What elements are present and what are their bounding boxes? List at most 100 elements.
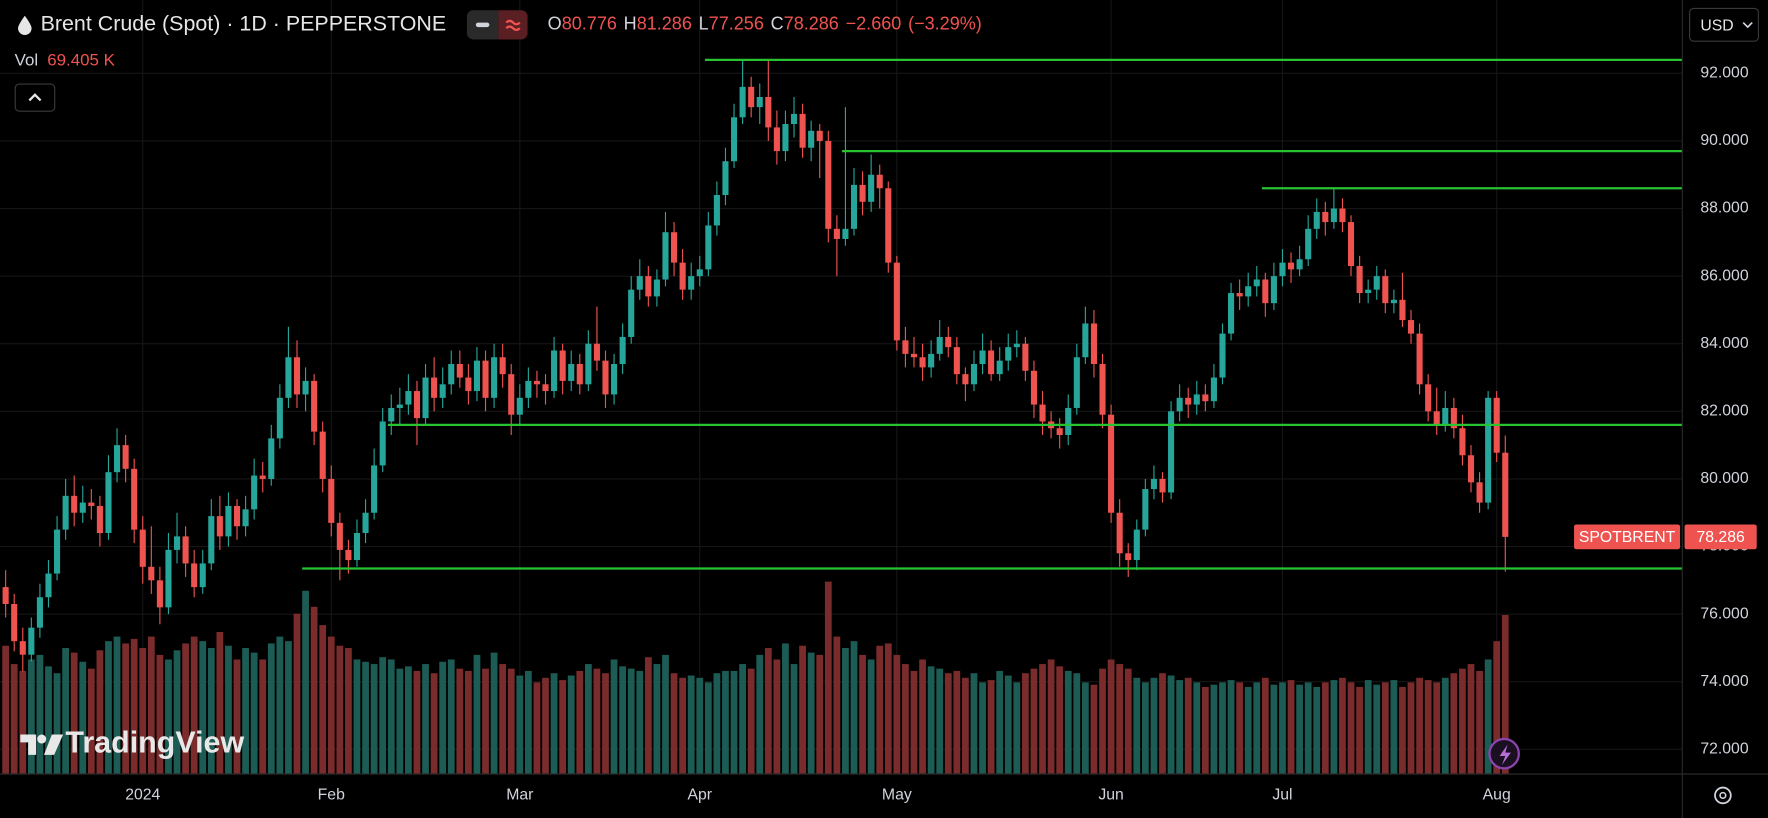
candle-body <box>1013 343 1020 348</box>
price-tag <box>1684 524 1757 550</box>
volume-bar <box>782 643 789 775</box>
candle-body <box>1476 482 1483 503</box>
volume-bar <box>10 664 18 775</box>
candle-body <box>611 364 618 395</box>
volume-bar <box>696 677 704 775</box>
volume-bar <box>533 682 541 775</box>
volume-bar <box>833 636 841 775</box>
settings-button[interactable] <box>1714 786 1732 805</box>
volume-bar <box>456 668 464 775</box>
candle-body <box>1245 286 1252 297</box>
volume-bar <box>405 666 412 775</box>
volume-bar <box>1004 675 1012 775</box>
candle-body <box>765 97 772 128</box>
candle-body <box>628 289 635 337</box>
candle-body <box>1228 293 1235 334</box>
candle-body <box>388 407 395 422</box>
hide-button[interactable] <box>466 10 499 40</box>
volume-bar <box>345 648 352 775</box>
volume-bar <box>1501 615 1509 775</box>
volume-bar <box>413 670 421 775</box>
candle-body <box>1099 364 1106 415</box>
logo: TradingView <box>18 725 244 760</box>
candle-body <box>1502 452 1509 537</box>
volume-bar <box>876 645 884 775</box>
candle-body <box>139 529 146 567</box>
volume-bar <box>1056 666 1064 775</box>
candle-body <box>1339 208 1346 223</box>
candle-body <box>362 512 369 534</box>
volume-bar <box>396 668 404 775</box>
symbol-icon <box>18 15 32 35</box>
volume-bar <box>576 670 584 775</box>
candle-body <box>379 421 386 466</box>
volume-bar <box>499 664 507 775</box>
volume-bar <box>79 661 87 775</box>
candle-body <box>713 195 720 226</box>
candle-body <box>551 350 558 392</box>
candle-body <box>1210 377 1217 402</box>
volume-bar <box>430 673 438 775</box>
volume-bar <box>1090 684 1098 775</box>
candle-body <box>593 343 600 361</box>
candle-body <box>1022 343 1029 371</box>
candle-body <box>1236 293 1243 297</box>
volume-bar <box>276 636 284 775</box>
volume-bar <box>362 661 369 775</box>
y-tick-label: 72.000 <box>1700 740 1748 757</box>
candle-body <box>1459 428 1466 456</box>
candle-body <box>499 357 506 375</box>
wave-button[interactable] <box>498 10 528 40</box>
volume-title: Vol <box>14 50 39 70</box>
low-value: 77.256 <box>708 14 764 34</box>
candle-body <box>422 377 429 419</box>
volume-bar <box>1184 677 1192 775</box>
candle-body <box>996 360 1003 375</box>
volume-bar <box>490 652 498 775</box>
candle-body <box>293 357 301 395</box>
volume-bar <box>353 659 361 775</box>
volume-bar <box>45 666 52 775</box>
volume-bar <box>293 613 301 775</box>
lightning-button[interactable] <box>1488 737 1520 770</box>
volume-bar <box>1390 680 1398 775</box>
volume-bar <box>105 641 112 775</box>
collapse-button[interactable] <box>14 83 56 112</box>
candle-body <box>928 353 935 368</box>
candle-body <box>936 336 943 354</box>
volume-bar <box>1296 684 1303 775</box>
low-label: L <box>698 14 709 34</box>
candle-body <box>62 495 69 530</box>
candle-body <box>662 232 669 280</box>
volume-bar <box>336 645 344 775</box>
volume-bar <box>653 664 661 775</box>
currency-button[interactable]: USD <box>1689 7 1759 42</box>
symbol-tag-label: SPOTBRENT <box>1579 529 1676 546</box>
candle-body <box>1485 397 1492 503</box>
candle-body <box>456 364 463 378</box>
volume-bar <box>893 654 901 775</box>
volume-bar <box>122 643 129 775</box>
volume-bar <box>687 675 695 775</box>
volume-bar <box>627 668 635 775</box>
volume-bar <box>370 664 378 775</box>
candle-body <box>1202 394 1209 402</box>
volume-bar <box>1219 682 1226 775</box>
volume-bar <box>884 643 892 775</box>
x-tick-label: 2024 <box>125 787 160 804</box>
volume-bar <box>310 606 318 775</box>
volume-bar <box>1176 680 1184 775</box>
volume-bar <box>559 680 567 775</box>
volume-bar <box>516 675 524 775</box>
candle-body <box>1253 279 1260 287</box>
compare-buttons[interactable] <box>466 10 528 40</box>
price-axis <box>1682 0 1768 818</box>
settings-icon <box>1714 786 1732 805</box>
volume-bar <box>1279 682 1286 775</box>
candle-body <box>773 127 780 152</box>
volume-bar <box>824 581 832 775</box>
volume-bar <box>19 670 27 775</box>
volume-bar <box>1193 682 1201 775</box>
volume-bar <box>1099 668 1106 775</box>
volume-bar <box>1407 682 1415 775</box>
